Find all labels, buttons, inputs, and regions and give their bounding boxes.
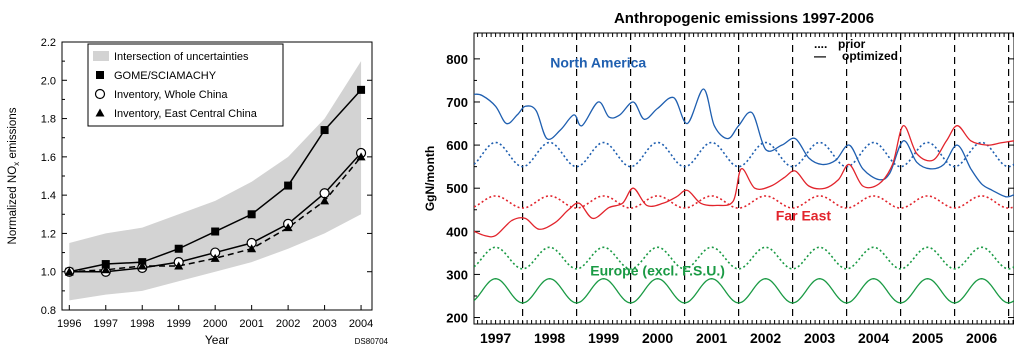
x-tick-label: 1998	[130, 318, 154, 330]
x-tick-label: 1997	[480, 330, 511, 346]
y-axis-label: GgN/month	[423, 146, 437, 211]
x-axis-label: Year	[205, 333, 229, 347]
y-tick-label: 300	[446, 267, 468, 282]
marker-square	[174, 244, 183, 253]
europe-excl-f-s-u-optimized-line	[474, 278, 1014, 304]
x-tick-label: 2004	[858, 330, 889, 346]
y-tick-label: 1.2	[41, 228, 56, 240]
y-tick-label: 1.0	[41, 267, 56, 279]
marker-triangle	[137, 261, 147, 270]
x-tick-label: 2001	[239, 318, 263, 330]
x-tick-label: 1999	[588, 330, 619, 346]
x-tick-label: 2000	[642, 330, 673, 346]
y-tick-label: 1.4	[41, 190, 56, 202]
y-tick-label: 800	[446, 52, 468, 67]
legend-symbol: ....	[814, 37, 827, 51]
legend-label: Intersection of uncertainties	[114, 51, 249, 63]
y-tick-label: 600	[446, 138, 468, 153]
legend-label-prior: prior	[838, 37, 866, 51]
marker-triangle	[101, 265, 111, 274]
y-tick-label: 200	[446, 311, 468, 326]
y-tick-label: 400	[446, 224, 468, 239]
north-america-prior-line	[474, 141, 1014, 168]
far-east-prior-line	[474, 195, 1014, 209]
marker-triangle	[174, 261, 184, 270]
far-east-optimized-line	[474, 125, 1014, 238]
y-tick-label: 500	[446, 181, 468, 196]
y-tick-label: 2.2	[41, 37, 56, 49]
marker-triangle	[320, 196, 330, 205]
left-chart: 0.8 1.0 1.2 1.4 1.6 1.8 2.0 2.2 1996 1997 1998 1999…	[7, 37, 389, 347]
marker-triangle	[64, 267, 74, 276]
marker-square	[357, 85, 366, 94]
x-tick-label: 2002	[276, 318, 300, 330]
legend-marker-square	[96, 71, 104, 79]
marker-triangle	[210, 253, 220, 262]
right-chart: Anthropogenic emissions 1997-2006 200 300 4…	[423, 10, 1014, 346]
north-america-label: North America	[550, 54, 646, 70]
legend-label-optimized: optimized	[842, 49, 898, 63]
marker-triangle	[356, 152, 366, 161]
europe-excl-f-s-u-prior-line	[474, 246, 1014, 270]
marker-square	[320, 126, 329, 135]
right-plot-frame	[473, 32, 1014, 325]
x-tick-label: 1996	[57, 318, 81, 330]
europe-excl-f-s-u-label: Europe (excl. F.S.U.)	[590, 263, 725, 279]
uncertainty-band	[69, 61, 362, 301]
legend-label: Inventory, East Central China	[114, 108, 258, 120]
marker-square	[211, 227, 220, 236]
x-tick-label: 2005	[912, 330, 943, 346]
right-legend: .... prior — optimized	[814, 37, 898, 63]
legend-label: Inventory, Whole China	[114, 89, 228, 101]
legend-swatch-band	[93, 51, 109, 61]
legend-marker-triangle	[95, 108, 105, 117]
x-tick-label: 2004	[349, 318, 373, 330]
y-tick-label: 1.6	[41, 152, 56, 164]
x-tick-label: 1999	[166, 318, 190, 330]
legend-symbol: —	[814, 49, 826, 63]
x-tick-label: 2001	[696, 330, 727, 346]
legend-marker-circle	[94, 88, 106, 100]
x-tick-label: 2003	[312, 318, 336, 330]
figure-code: DS80704	[355, 337, 389, 346]
x-tick-label: 2006	[966, 330, 997, 346]
marker-circle	[319, 188, 330, 199]
x-tick-label: 1997	[94, 318, 118, 330]
marker-square	[101, 260, 110, 269]
x-tick-label: 2003	[804, 330, 835, 346]
marker-square	[247, 210, 256, 219]
marker-square	[284, 181, 293, 190]
x-tick-label: 1998	[534, 330, 565, 346]
y-tick-label: 0.8	[41, 305, 56, 317]
far-east-label: Far East	[776, 208, 832, 224]
y-tick-label: 1.8	[41, 114, 56, 126]
left-legend-box	[87, 43, 284, 127]
north-america-optimized-line	[474, 88, 1014, 198]
marker-triangle	[247, 244, 257, 253]
right-chart-title: Anthropogenic emissions 1997-2006	[614, 10, 874, 27]
y-tick-label: 2.0	[41, 75, 56, 87]
y-tick-label: 700	[446, 95, 468, 110]
y-axis-label: Normalized NOx emissions	[7, 107, 21, 244]
x-tick-label: 2000	[203, 318, 227, 330]
x-tick-label: 2002	[750, 330, 781, 346]
legend-label: GOME/SCIAMACHY	[114, 70, 217, 82]
marker-triangle	[283, 223, 293, 232]
